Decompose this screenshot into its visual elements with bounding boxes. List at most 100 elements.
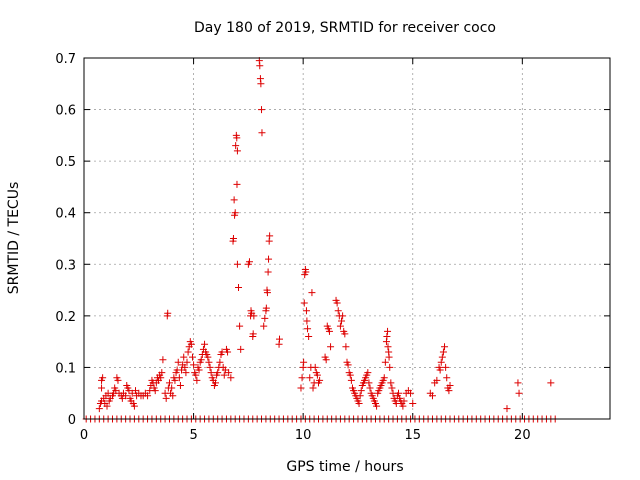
data-point (433, 376, 441, 384)
data-point (383, 332, 391, 340)
data-point (300, 358, 308, 366)
data-point (439, 348, 447, 356)
data-point (187, 340, 195, 348)
data-point (95, 405, 103, 413)
axis-ticks (83, 57, 610, 420)
data-point (503, 405, 511, 413)
data-point (357, 387, 365, 395)
data-point (441, 343, 449, 351)
data-point (364, 369, 372, 377)
data-point (344, 361, 352, 369)
data-point (245, 258, 253, 266)
data-point (233, 134, 241, 142)
data-point (230, 196, 238, 204)
data-point (387, 379, 395, 387)
y-tick-label: 0.3 (55, 258, 76, 273)
data-point (235, 283, 243, 291)
data-point (182, 369, 190, 377)
data-point (385, 353, 393, 361)
data-point (175, 374, 183, 382)
data-point (224, 348, 232, 356)
data-point (260, 322, 268, 330)
y-tick-labels: 0 0.1 0.2 0.3 0.4 0.5 0.6 0.7 (55, 52, 76, 428)
data-point (381, 358, 389, 366)
data-point (443, 374, 451, 382)
data-point (303, 317, 311, 325)
data-point (204, 353, 212, 361)
data-point (220, 371, 228, 379)
data-point (237, 345, 245, 353)
data-point (386, 363, 394, 371)
data-point (162, 394, 170, 402)
data-point (446, 381, 454, 389)
data-point (338, 317, 346, 325)
data-point (384, 343, 392, 351)
data-point (201, 340, 209, 348)
data-point (225, 369, 233, 377)
data-point (334, 307, 342, 315)
data-point (355, 400, 363, 408)
data-point (122, 392, 130, 400)
data-point (206, 363, 214, 371)
data-point (98, 384, 106, 392)
data-point (436, 366, 444, 374)
y-tick-label: 0.5 (55, 155, 76, 170)
data-point (400, 397, 408, 405)
data-point (176, 381, 184, 389)
data-point (184, 348, 192, 356)
data-point (304, 325, 312, 333)
data-point (190, 361, 198, 369)
data-point (438, 353, 446, 361)
data-point (327, 343, 335, 351)
data-point (236, 322, 244, 330)
data-point (227, 374, 235, 382)
data-point (342, 343, 350, 351)
data-point (99, 374, 107, 382)
data-point (164, 309, 172, 317)
data-point (388, 384, 396, 392)
data-point (514, 379, 522, 387)
x-tick-label: 5 (189, 428, 197, 443)
data-point (262, 304, 270, 312)
data-point (151, 387, 159, 395)
data-point (197, 356, 205, 364)
data-point (515, 389, 523, 397)
data-point (261, 314, 269, 322)
data-point (298, 374, 306, 382)
data-point (188, 353, 196, 361)
data-point (168, 384, 176, 392)
data-point (341, 330, 349, 338)
data-point (144, 392, 152, 400)
y-tick-label: 0 (68, 413, 76, 428)
x-tick-label: 20 (514, 428, 531, 443)
data-point (365, 379, 373, 387)
y-axis-label: SRMTID / TECUs (6, 182, 22, 295)
data-point (339, 312, 347, 320)
data-point (305, 332, 313, 340)
data-point (233, 260, 241, 268)
data-point (407, 389, 415, 397)
data-point (183, 358, 191, 366)
data-point (297, 384, 305, 392)
data-point (442, 363, 450, 371)
data-point (300, 299, 308, 307)
data-point (256, 62, 264, 70)
data-point (216, 358, 224, 366)
data-point (158, 369, 166, 377)
data-point (428, 392, 436, 400)
data-point (192, 371, 200, 379)
data-point (214, 369, 222, 377)
data-point (266, 232, 274, 240)
data-point (336, 322, 344, 330)
data-point (130, 402, 138, 410)
data-point (257, 80, 265, 88)
data-point (195, 366, 203, 374)
data-point (313, 371, 321, 379)
data-point (233, 147, 241, 155)
data-point (232, 142, 240, 150)
data-point (169, 392, 177, 400)
data-point (263, 289, 271, 297)
x-tick-label: 0 (80, 428, 88, 443)
data-point (347, 376, 355, 384)
